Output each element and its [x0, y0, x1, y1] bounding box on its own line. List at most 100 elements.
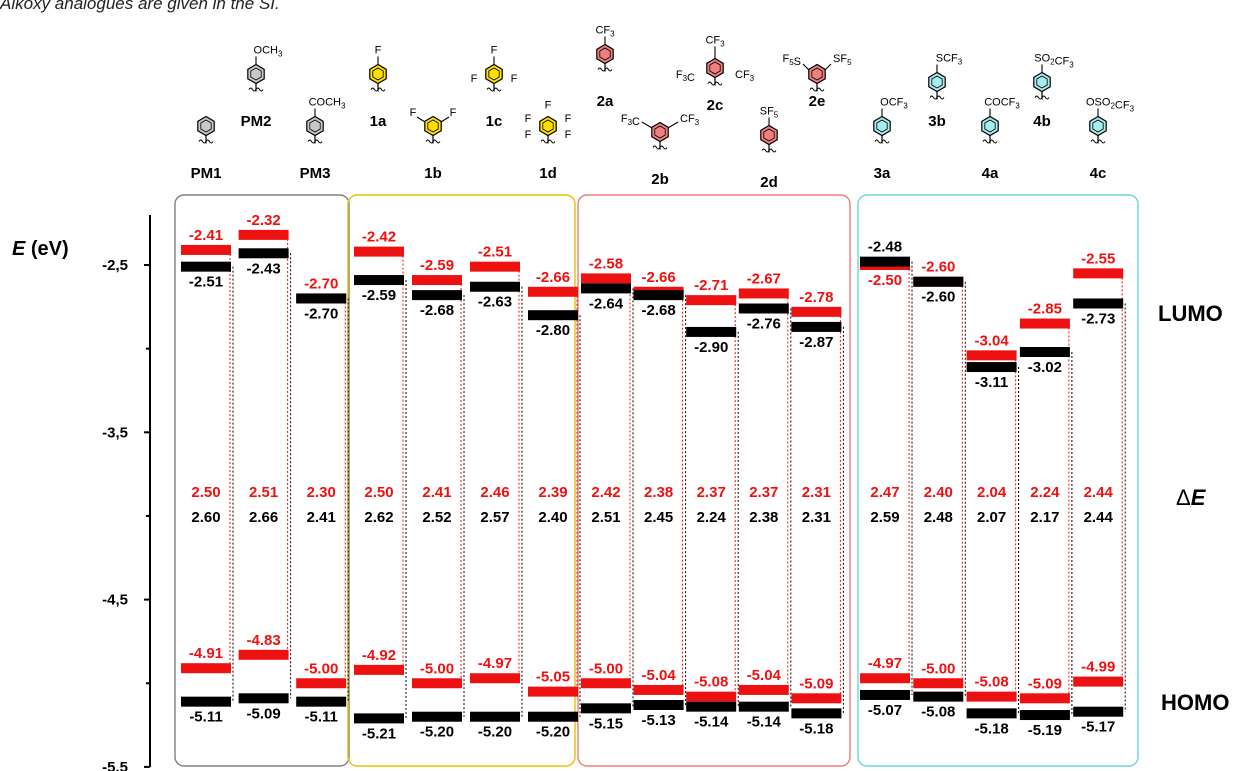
- substituent-bond: [641, 121, 653, 129]
- compound-column-1b: -2.59 -2.68 2.41 2.52 -5.00 -5.20: [412, 257, 465, 741]
- benzene-ring: [1089, 115, 1107, 137]
- gap-red-value: 2.04: [977, 484, 1007, 501]
- lumo-black-bar: [581, 283, 631, 294]
- homo-red-bar: [738, 684, 789, 695]
- benzene-ring: [485, 63, 503, 85]
- homo-red-value: -5.09: [1028, 675, 1062, 692]
- wavy-bond: [307, 139, 323, 144]
- y-tick-label: -3,5: [102, 424, 128, 441]
- structure-2e: F5S SF5 2e: [782, 53, 852, 110]
- substituent-text: OSO2CF3: [1086, 97, 1135, 114]
- homo-black-bar: [1073, 706, 1124, 717]
- structure-2b: F3C CF3 2b: [621, 113, 700, 188]
- homo-red-value: -5.09: [799, 675, 833, 692]
- benzene-ring: [873, 115, 891, 137]
- homo-red-value: -5.08: [694, 674, 728, 691]
- substituent-text: F: [491, 45, 498, 57]
- lumo-black-bar: [412, 290, 462, 301]
- gap-red-value: 2.37: [697, 484, 726, 501]
- substituent-bond: [667, 121, 679, 129]
- lumo-black-value: -3.02: [1028, 359, 1062, 376]
- wavy-bond: [370, 87, 386, 92]
- homo-red-bar: [686, 691, 737, 702]
- lumo-black-bar: [296, 293, 347, 304]
- homo-black-value: -5.17: [1081, 719, 1115, 736]
- substituent-text: F: [511, 73, 518, 85]
- substituent-text: COCF3: [984, 97, 1020, 111]
- structure-1d: FF FF F1d: [525, 100, 572, 183]
- compound-label: 3b: [928, 113, 946, 130]
- lumo-black-value: -2.80: [536, 322, 570, 339]
- compound-column-1d: -2.66 -2.80 2.39 2.40 -5.05 -5.20: [528, 269, 581, 741]
- homo-black-bar: [470, 711, 520, 722]
- benzene-ring: [1033, 71, 1051, 93]
- lumo-red-bar: [686, 295, 737, 306]
- benzene-ring: [306, 115, 324, 137]
- aromatic-inner-ring: [931, 75, 943, 89]
- substituent-text: OCH3: [254, 45, 283, 59]
- substituent-text: SCF3: [936, 53, 963, 67]
- homo-red-bar: [354, 664, 404, 675]
- compound-label: 2c: [707, 97, 724, 114]
- wavy-bond: [1090, 139, 1106, 144]
- substituent-text: F5S: [782, 53, 801, 68]
- homo-red-bar: [528, 686, 578, 697]
- aromatic-inner-ring: [250, 67, 262, 81]
- lumo-black-value: -2.68: [420, 302, 454, 319]
- structure-4c: OSO2CF3 4c: [1086, 97, 1135, 183]
- delta-e-label: ΔE: [1176, 485, 1207, 510]
- wavy-bond: [761, 148, 777, 153]
- lumo-black-bar: [1073, 298, 1124, 309]
- gap-red-value: 2.37: [749, 484, 778, 501]
- wavy-bond: [982, 139, 998, 144]
- lumo-black-bar: [238, 248, 289, 259]
- lumo-black-bar: [791, 321, 842, 332]
- homo-red-bar: [412, 678, 462, 689]
- lumo-black-bar: [528, 310, 578, 321]
- aromatic-inner-ring: [1036, 75, 1048, 89]
- group-frame: [857, 194, 1139, 767]
- compound-column-2b: -2.66 -2.68 2.38 2.45 -5.04 -5.13: [633, 269, 687, 729]
- lumo-red-bar: [1073, 268, 1124, 279]
- lumo-black-value: -2.73: [1081, 310, 1115, 327]
- homo-red-value: -5.00: [420, 660, 454, 677]
- gap-black-value: 2.51: [591, 509, 620, 526]
- gap-red-value: 2.38: [644, 484, 673, 501]
- wavy-bond: [540, 139, 556, 144]
- lumo-black-bar: [966, 362, 1017, 373]
- gap-red-value: 2.31: [802, 484, 831, 501]
- compound-label: 1c: [486, 113, 503, 130]
- compound-column-4a: -3.04 -3.11 2.04 2.07 -5.08 -5.18: [966, 332, 1020, 737]
- homo-black-value: -5.13: [641, 712, 675, 729]
- compound-column-2a: -2.58 -2.64 2.42 2.51 -5.00 -5.15: [581, 255, 634, 732]
- homo-black-value: -5.09: [246, 705, 280, 722]
- lumo-black-value: -2.59: [362, 287, 396, 304]
- structure-PM2: OCH3 PM2: [241, 45, 283, 131]
- compound-column-PM1: -2.41 -2.51 2.50 2.60 -4.91 -5.11: [181, 227, 234, 726]
- homo-black-value: -5.08: [921, 704, 955, 721]
- y-tick-label: -5.5: [102, 759, 128, 771]
- lumo-red-value: -2.66: [536, 269, 570, 286]
- homo-red-value: -5.00: [589, 660, 623, 677]
- aromatic-inner-ring: [200, 119, 212, 133]
- homo-red-value: -4.92: [362, 647, 396, 664]
- homo-black-value: -5.18: [799, 720, 833, 737]
- compound-label: PM3: [300, 165, 331, 182]
- wavy-bond: [597, 67, 613, 72]
- substituent-text: COCH3: [309, 97, 346, 111]
- lumo-red-value: -2.50: [868, 272, 902, 289]
- homo-black-value: -5.20: [420, 724, 454, 741]
- homo-red-value: -5.05: [536, 669, 570, 686]
- lumo-red-value: -2.60: [921, 259, 955, 276]
- homo-red-value: -4.97: [868, 655, 902, 672]
- substituent-text: F: [565, 113, 572, 125]
- substituent-text: SF5: [760, 106, 779, 120]
- aromatic-inner-ring: [654, 125, 666, 139]
- gap-red-value: 2.41: [422, 484, 451, 501]
- substituent-text: SO2CF3: [1034, 53, 1074, 70]
- gap-red-value: 2.40: [924, 484, 953, 501]
- structure-2d: SF5 2d: [760, 106, 779, 192]
- homo-red-bar: [1073, 676, 1124, 687]
- structure-2c: CF3 F3C CF3 2c: [676, 35, 755, 115]
